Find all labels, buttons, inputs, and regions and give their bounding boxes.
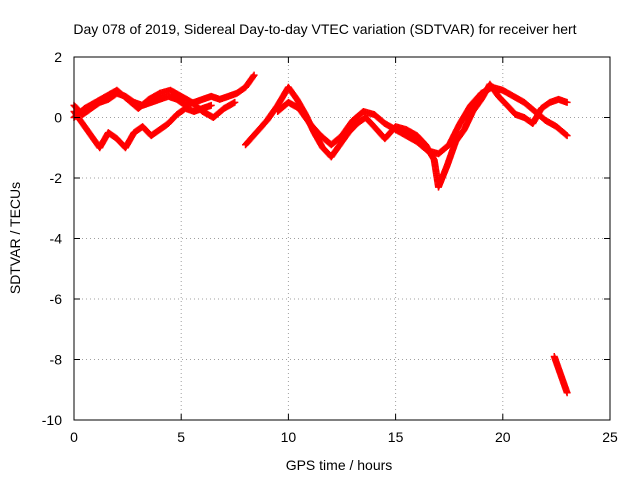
data-marker bbox=[207, 101, 215, 109]
data-marker bbox=[563, 132, 571, 140]
data-marker bbox=[563, 98, 571, 106]
y-tick-label: -10 bbox=[42, 412, 62, 428]
series-track-6 bbox=[550, 352, 571, 397]
x-tick-label: 10 bbox=[281, 429, 297, 445]
data-marker bbox=[249, 72, 257, 80]
chart-title: Day 078 of 2019, Sidereal Day-to-day VTE… bbox=[73, 21, 576, 37]
y-tick-label: -6 bbox=[50, 291, 63, 307]
x-tick-label: 25 bbox=[602, 429, 618, 445]
x-axis-label: GPS time / hours bbox=[286, 457, 393, 473]
series-track-5 bbox=[274, 83, 571, 158]
data-points bbox=[70, 71, 571, 397]
x-tick-label: 0 bbox=[70, 429, 78, 445]
y-tick-labels: -10 -8 -6 -4 -2 0 2 bbox=[42, 49, 62, 428]
x-tick-label: 20 bbox=[495, 429, 511, 445]
y-tick-label: -4 bbox=[50, 231, 63, 247]
y-tick-label: -8 bbox=[50, 352, 63, 368]
series-track-3 bbox=[70, 86, 239, 121]
series-track-2 bbox=[70, 101, 215, 152]
data-marker bbox=[231, 98, 239, 106]
y-axis-label: SDTVAR / TECUs bbox=[7, 182, 23, 294]
data-marker bbox=[563, 389, 571, 397]
y-tick-label: 2 bbox=[54, 49, 62, 65]
grid-lines bbox=[74, 57, 610, 420]
x-tick-label: 5 bbox=[177, 429, 185, 445]
x-tick-label: 15 bbox=[388, 429, 404, 445]
y-tick-label: -2 bbox=[50, 170, 63, 186]
axis-ticks bbox=[73, 56, 611, 421]
data-marker bbox=[250, 71, 258, 79]
y-tick-label: 0 bbox=[54, 110, 62, 126]
data-marker bbox=[562, 131, 570, 139]
x-tick-labels: 0 5 10 15 20 25 bbox=[70, 429, 618, 445]
